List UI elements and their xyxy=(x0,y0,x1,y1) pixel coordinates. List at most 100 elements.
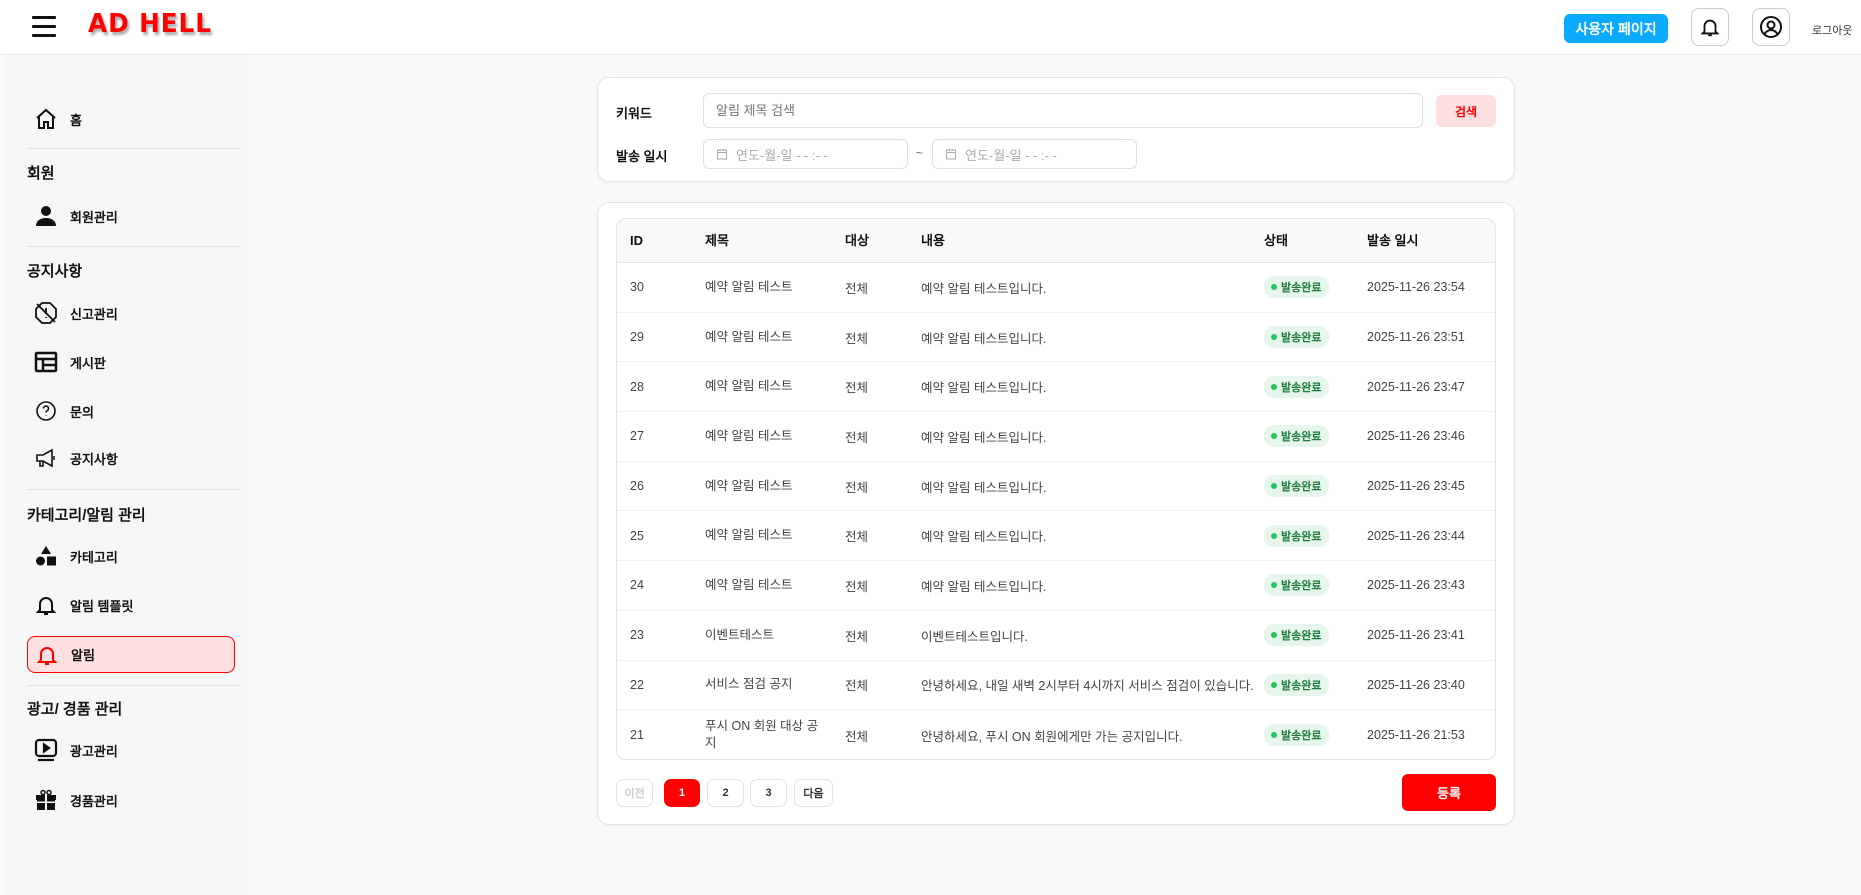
cell-sent-at-text: 2025-11-26 23:51 xyxy=(1367,330,1465,345)
cell-content-text: 예약 알림 테스트입니다. xyxy=(921,480,1047,495)
cell-sent-at-text: 2025-11-26 23:41 xyxy=(1367,628,1465,643)
cell-title-text: 예약 알림 테스트 xyxy=(705,379,793,394)
user-page-button[interactable]: 사용자 페이지 xyxy=(1564,14,1668,43)
bell-icon xyxy=(36,646,58,665)
keyword-input[interactable] xyxy=(703,93,1423,128)
sidebar-item-prizes[interactable]: 경품관리 xyxy=(27,782,235,818)
status-badge: 발송완료 xyxy=(1264,624,1330,647)
user-circle-icon xyxy=(1760,16,1782,38)
table-row[interactable]: 29 예약 알림 테스트 전체 예약 알림 테스트입니다. 발송완료 2025-11-26… xyxy=(617,313,1495,363)
sidebar-item-home[interactable]: 홈 xyxy=(27,101,235,137)
sidebar-item-label: 홈 xyxy=(70,112,82,128)
notification-button[interactable] xyxy=(1691,8,1729,46)
status-badge: 발송완료 xyxy=(1264,425,1330,448)
cell-sent-at: 2025-11-26 23:47 xyxy=(1367,362,1465,411)
page-2-button[interactable]: 2 xyxy=(707,779,744,807)
next-page-button[interactable]: 다음 xyxy=(794,779,833,807)
sidebar-item-label: 회원관리 xyxy=(70,209,118,225)
status-dot-icon xyxy=(1271,532,1277,539)
table-row[interactable]: 30 예약 알림 테스트 전체 예약 알림 테스트입니다. 발송완료 2025-11-26… xyxy=(617,263,1495,313)
sidebar-item-label: 알림 xyxy=(71,648,95,663)
cell-id-text: 27 xyxy=(630,429,644,444)
profile-button[interactable] xyxy=(1752,8,1790,46)
sidebar-item-inquiry[interactable]: 문의 xyxy=(27,393,235,429)
table-row[interactable]: 27 예약 알림 테스트 전체 예약 알림 테스트입니다. 발송완료 2025-11-26… xyxy=(617,412,1495,462)
table-row[interactable]: 26 예약 알림 테스트 전체 예약 알림 테스트입니다. 발송완료 2025-11-26… xyxy=(617,462,1495,512)
cell-content-text: 예약 알림 테스트입니다. xyxy=(921,381,1047,396)
table-row[interactable]: 24 예약 알림 테스트 전체 예약 알림 테스트입니다. 발송완료 2025-11-26… xyxy=(617,561,1495,611)
status-badge: 발송완료 xyxy=(1264,475,1330,498)
logout-link[interactable]: 로그아웃 xyxy=(1812,25,1853,37)
cell-sent-at: 2025-11-26 23:51 xyxy=(1367,313,1465,362)
status-badge: 발송완료 xyxy=(1264,724,1330,747)
table-row[interactable]: 28 예약 알림 테스트 전체 예약 알림 테스트입니다. 발송완료 2025-11-26… xyxy=(617,362,1495,413)
sidebar-item-notification-template[interactable]: 알림 템플릿 xyxy=(27,587,235,623)
sidebar-item-notice[interactable]: 공지사항 xyxy=(27,440,235,476)
cell-target-text: 전체 xyxy=(845,629,869,644)
page-3-button[interactable]: 3 xyxy=(750,779,787,807)
end-date-input[interactable]: 연도-월-일 - - :- - xyxy=(932,139,1137,169)
cell-title-text: 예약 알림 테스트 xyxy=(705,528,793,543)
cell-sent-at: 2025-11-26 23:46 xyxy=(1367,412,1465,461)
search-button[interactable]: 검색 xyxy=(1436,95,1496,127)
status-dot-icon xyxy=(1271,483,1277,490)
menu-icon[interactable] xyxy=(32,16,56,38)
cell-target: 전체 xyxy=(845,313,868,362)
cell-id: 28 xyxy=(630,362,644,411)
send-date-label: 발송 일시 xyxy=(616,149,668,164)
sidebar-item-notification[interactable]: 알림 xyxy=(27,636,235,673)
cell-content: 안녕하세요, 푸시 ON 회원에게만 가는 공지입니다. xyxy=(921,710,1183,759)
cell-sent-at-text: 2025-11-26 23:54 xyxy=(1367,280,1465,295)
cell-status: 발송완료 xyxy=(1264,661,1330,710)
cell-id: 25 xyxy=(630,511,644,560)
cell-sent-at: 2025-11-26 23:40 xyxy=(1367,661,1465,710)
bell-icon xyxy=(35,597,57,615)
table-row[interactable]: 23 이벤트테스트 전체 이벤트테스트입니다. 발송완료 2025-11-26 23:41 xyxy=(617,611,1495,661)
calendar-icon xyxy=(717,149,727,160)
sidebar-item-board[interactable]: 게시판 xyxy=(27,344,235,380)
status-text: 발송완료 xyxy=(1281,282,1322,295)
status-badge: 발송완료 xyxy=(1264,276,1330,299)
sidebar-item-reports[interactable]: 신고관리 xyxy=(27,295,235,331)
column-header: 제목 xyxy=(705,233,729,248)
status-text: 발송완료 xyxy=(1281,730,1322,743)
table-row[interactable]: 22 서비스 점검 공지 전체 안녕하세요, 내일 새벽 2시부터 4시까지 서비스 … xyxy=(617,661,1495,711)
cell-title-text: 예약 알림 테스트 xyxy=(705,478,793,493)
sidebar-item-label: 문의 xyxy=(70,404,94,420)
cell-content: 예약 알림 테스트입니다. xyxy=(921,462,1046,511)
cell-sent-at-text: 2025-11-26 23:47 xyxy=(1367,379,1465,394)
cell-target-text: 전체 xyxy=(845,281,869,296)
cell-status: 발송완료 xyxy=(1264,611,1330,660)
cell-target: 전체 xyxy=(845,462,868,511)
sidebar-item-ads[interactable]: 광고관리 xyxy=(27,732,235,768)
cell-content: 이벤트테스트입니다. xyxy=(921,611,1028,660)
gift-icon xyxy=(36,789,56,810)
date-placeholder: 연도-월-일 - - :- - xyxy=(965,147,1057,163)
cell-target-text: 전체 xyxy=(845,381,869,396)
sidebar-item-label: 알림 템플릿 xyxy=(70,598,134,614)
page-1-button[interactable]: 1 xyxy=(664,779,700,807)
cell-title: 예약 알림 테스트 xyxy=(705,313,820,362)
logo[interactable]: AD HELL xyxy=(88,9,212,39)
prev-page-button[interactable]: 이전 xyxy=(616,779,653,807)
cell-id: 27 xyxy=(630,412,644,461)
megaphone-icon xyxy=(36,448,55,468)
cell-target: 전체 xyxy=(845,661,868,710)
section-title: 회원 xyxy=(27,165,55,182)
cell-status: 발송완료 xyxy=(1264,511,1330,560)
start-date-input[interactable]: 연도-월-일 - - :- - xyxy=(703,139,908,169)
status-dot-icon xyxy=(1271,732,1277,739)
table-row[interactable]: 21 푸시 ON 회원 대상 공지 전체 안녕하세요, 푸시 ON 회원에게만 가는 … xyxy=(617,710,1495,759)
cell-title-text: 이벤트테스트 xyxy=(705,627,775,642)
register-button[interactable]: 등록 xyxy=(1402,774,1496,811)
cell-id-text: 21 xyxy=(630,728,644,743)
cell-id-text: 24 xyxy=(630,578,644,593)
sidebar-item-category[interactable]: 카테고리 xyxy=(27,538,235,574)
column-header: 발송 일시 xyxy=(1367,233,1419,248)
cell-title-text: 푸시 ON 회원 대상 공지 xyxy=(705,719,819,751)
status-dot-icon xyxy=(1271,433,1277,440)
cell-content-text: 예약 알림 테스트입니다. xyxy=(921,331,1047,346)
status-text: 발송완료 xyxy=(1281,481,1322,494)
sidebar-item-members[interactable]: 회원관리 xyxy=(27,198,235,234)
table-row[interactable]: 25 예약 알림 테스트 전체 예약 알림 테스트입니다. 발송완료 2025-11-26… xyxy=(617,511,1495,562)
